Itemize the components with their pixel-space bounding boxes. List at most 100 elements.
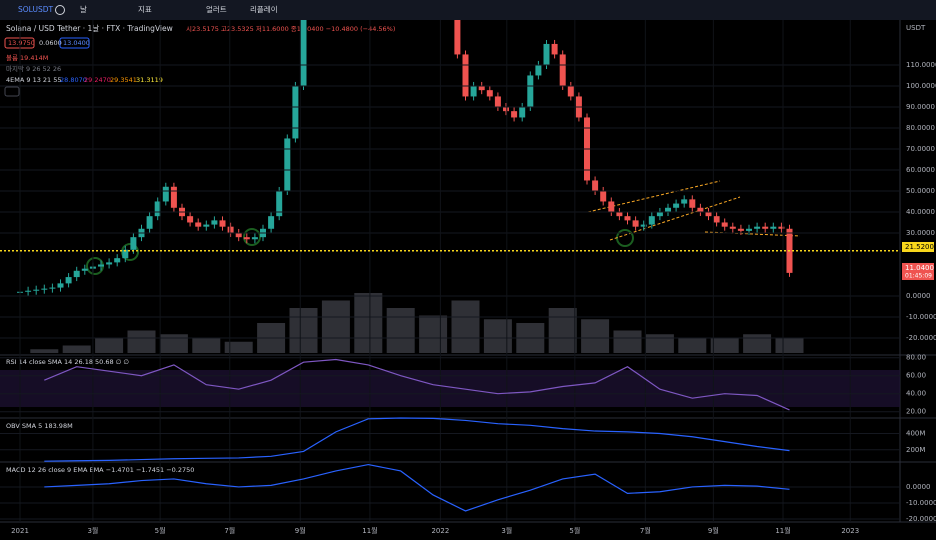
candle (227, 226, 234, 233)
y-tick-label: 0.0000 (906, 483, 931, 491)
y-tick-label: 60.0000 (906, 166, 935, 174)
candle (592, 180, 599, 191)
x-tick-label: 9월 (295, 526, 306, 535)
indicators[interactable]: 지표 (138, 5, 152, 14)
candle (203, 224, 210, 227)
candle (543, 43, 550, 65)
y-tick-label: 60.00 (906, 372, 926, 380)
ema-value: 29.3541 (110, 76, 137, 84)
y-tick-label: 20.00 (906, 408, 926, 416)
sell-price: 13.9750 (8, 39, 35, 47)
candle (648, 216, 655, 225)
volume-bar (483, 319, 512, 353)
countdown: 01:45:09 (905, 273, 932, 280)
x-tick-label: 7월 (640, 526, 651, 535)
macd-legend: MACD 12 26 close 9 EMA EMA −1.4701 −1.74… (6, 466, 194, 474)
candle (737, 228, 744, 231)
volume-bar (419, 315, 448, 353)
volume-bar (192, 338, 221, 353)
ema-legend: 4EMA 9 13 21 55 (6, 76, 62, 84)
candle (81, 268, 88, 271)
candle (235, 232, 242, 238)
indicator-line (44, 417, 790, 462)
axis-title: USDT (906, 24, 926, 32)
volume-bar (95, 338, 124, 353)
ema-value: 31.3119 (136, 76, 163, 84)
y-tick-label: 40.0000 (906, 208, 935, 216)
volume-bar (581, 319, 610, 353)
candle (454, 20, 461, 55)
volume-bar (127, 330, 156, 353)
candle (656, 211, 663, 217)
candle (689, 199, 696, 208)
level-label-bg (902, 242, 934, 252)
candle (494, 96, 501, 107)
alerts[interactable]: 얼러트 (206, 5, 227, 14)
x-tick-label: 3월 (501, 526, 512, 535)
candle (187, 216, 194, 223)
candle (665, 207, 671, 212)
x-tick-label: 5월 (155, 526, 166, 535)
y-tick-label: 80.00 (906, 354, 926, 362)
candle (300, 20, 307, 86)
ema-value: 28.8070 (60, 76, 87, 84)
x-tick-label: 7월 (224, 526, 235, 535)
volume-bar (321, 300, 350, 353)
volume-bar (451, 300, 480, 353)
candle (511, 111, 518, 118)
candle (754, 226, 761, 229)
y-tick-label: -20.0000 (906, 334, 936, 342)
candle (292, 85, 299, 139)
buy-button[interactable] (59, 37, 90, 49)
replay[interactable]: 리플레이 (250, 4, 278, 14)
y-tick-label: 80.0000 (906, 124, 935, 132)
candle (154, 201, 161, 217)
candle (721, 222, 728, 227)
candle (567, 85, 574, 97)
candle (106, 262, 113, 265)
volume-bar (354, 293, 383, 353)
candle (673, 203, 680, 208)
y-tick-label: -10.0000 (906, 313, 936, 321)
candle (608, 201, 615, 212)
candle (713, 216, 720, 223)
candle (195, 222, 202, 227)
add-button[interactable] (55, 5, 65, 15)
volume-bar (775, 338, 804, 353)
candle (470, 85, 477, 97)
chart-title: Solana / USD Tether · 1날 · FTX · Trading… (6, 23, 173, 33)
candle (57, 283, 64, 288)
volume-bar (743, 334, 772, 353)
y-tick-label: -10.0000 (906, 499, 936, 507)
candle (681, 199, 688, 204)
x-tick-label: 2023 (841, 527, 859, 535)
candle (98, 264, 104, 267)
x-tick-label: 11월 (775, 526, 790, 535)
spread: 0.0600 (39, 39, 62, 47)
y-tick-label: 30.0000 (906, 229, 935, 237)
indicator-line (44, 463, 790, 512)
collapse-button[interactable] (4, 86, 20, 97)
x-tick-label: 3월 (87, 526, 98, 535)
volume-legend: 볼륨 19.414M (6, 53, 48, 62)
last-legend: 마지막 9 26 52 26 (6, 64, 61, 73)
last-label-bg (902, 263, 934, 280)
candle (762, 226, 769, 229)
candle (130, 237, 137, 250)
candle (616, 211, 623, 217)
y-tick-label: 200M (906, 446, 925, 454)
indicator-line (44, 358, 790, 411)
volume-bar (613, 330, 642, 353)
candle (146, 216, 153, 229)
y-tick-label: 0.0000 (906, 292, 931, 300)
candle (122, 249, 129, 259)
candle (503, 106, 509, 112)
candle (211, 220, 218, 225)
symbol[interactable]: SOLUSDT (18, 5, 53, 14)
x-tick-label: 5월 (569, 526, 580, 535)
interval[interactable]: 날 (80, 4, 87, 14)
candle (114, 258, 121, 263)
y-tick-label: -20.0000 (906, 515, 936, 523)
